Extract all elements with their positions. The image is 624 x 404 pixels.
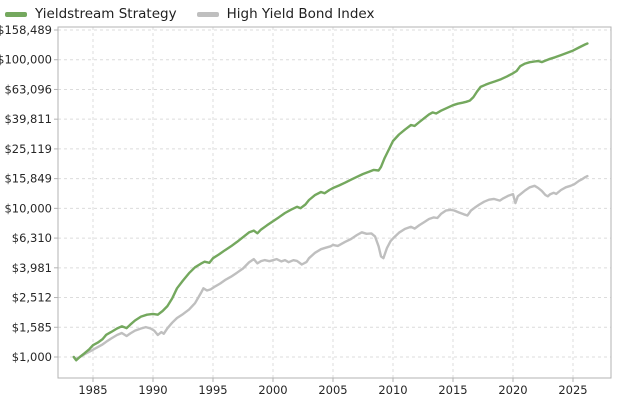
y-tick-label: $6,310	[12, 231, 52, 245]
x-tick-label: 2005	[318, 383, 347, 397]
y-tick-label: $1,000	[12, 350, 52, 364]
y-tick-label: $3,981	[12, 261, 52, 275]
legend-item-yieldstream-strategy[interactable]: Yieldstream Strategy	[5, 6, 177, 22]
x-tick-label: 1985	[78, 383, 107, 397]
high-yield-bond-index-swatch-icon	[196, 11, 219, 17]
y-tick-label: $63,096	[4, 82, 52, 96]
y-tick-label: $39,811	[4, 112, 52, 126]
plot-frame	[57, 26, 612, 379]
x-tick-label: 2025	[558, 383, 587, 397]
x-tick-label: 2000	[258, 383, 287, 397]
y-tick-label: $15,849	[4, 172, 52, 186]
x-tick-label: 2010	[378, 383, 407, 397]
legend-item-high-yield-bond-index[interactable]: High Yield Bond Index	[196, 6, 375, 22]
x-tick-label: 1995	[198, 383, 227, 397]
y-tick-label: $2,512	[12, 291, 52, 305]
x-tick-label: 1990	[138, 383, 167, 397]
y-tick-label: $10,000	[4, 201, 52, 215]
series-line-high-yield-bond-index	[72, 174, 589, 361]
x-tick-label: 2015	[438, 383, 467, 397]
y-tick-label: $25,119	[4, 142, 52, 156]
x-tick-label: 2020	[498, 383, 527, 397]
legend-label: Yieldstream Strategy	[35, 6, 177, 22]
yieldstream-strategy-swatch-icon	[5, 11, 27, 17]
chart-legend: Yieldstream Strategy High Yield Bond Ind…	[5, 3, 374, 25]
y-tick-label: $1,585	[12, 320, 52, 334]
y-tick-label: $100,000	[0, 53, 52, 67]
y-tick-label: $158,489	[0, 23, 52, 37]
legend-label: High Yield Bond Index	[226, 6, 375, 22]
series-line-yieldstream-strategy	[72, 42, 589, 362]
